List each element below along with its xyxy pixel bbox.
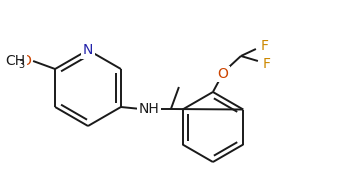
Text: N: N xyxy=(83,43,93,57)
Text: F: F xyxy=(263,57,271,71)
Text: NH: NH xyxy=(138,102,159,116)
Text: O: O xyxy=(218,67,228,81)
Text: F: F xyxy=(261,39,269,53)
Text: CH: CH xyxy=(5,54,25,68)
Text: O: O xyxy=(20,54,31,68)
Text: 3: 3 xyxy=(18,60,24,70)
